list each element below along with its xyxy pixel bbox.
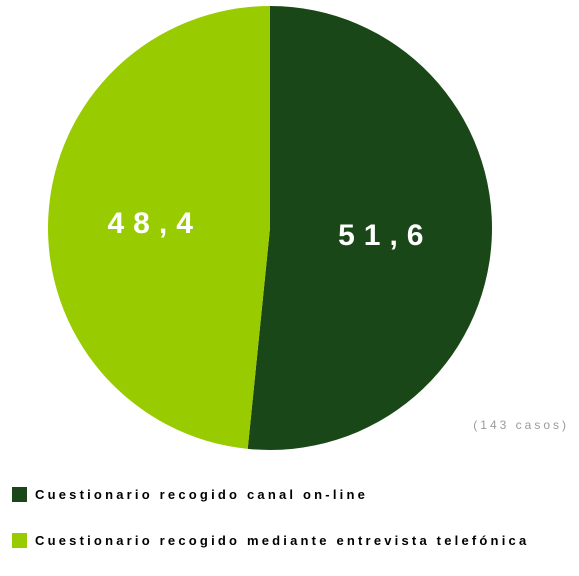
legend-swatch-telephone [12, 532, 27, 548]
legend: Cuestionario recogido canal on-line Cues… [12, 484, 579, 576]
cases-note: (143 casos) [473, 418, 569, 432]
data-label-telephone: 48,4 [108, 207, 202, 240]
legend-item-telephone: Cuestionario recogido mediante entrevist… [12, 530, 579, 550]
legend-label-telephone: Cuestionario recogido mediante entrevist… [35, 532, 530, 548]
legend-label-online: Cuestionario recogido canal on-line [35, 486, 369, 502]
pie-chart: 51,6 48,4 [47, 6, 492, 450]
data-label-online: 51,6 [338, 219, 432, 252]
legend-item-online: Cuestionario recogido canal on-line [12, 484, 579, 504]
pie-slice-online [247, 6, 492, 450]
legend-swatch-online [12, 486, 27, 502]
pie-slice-telephone [47, 6, 270, 449]
